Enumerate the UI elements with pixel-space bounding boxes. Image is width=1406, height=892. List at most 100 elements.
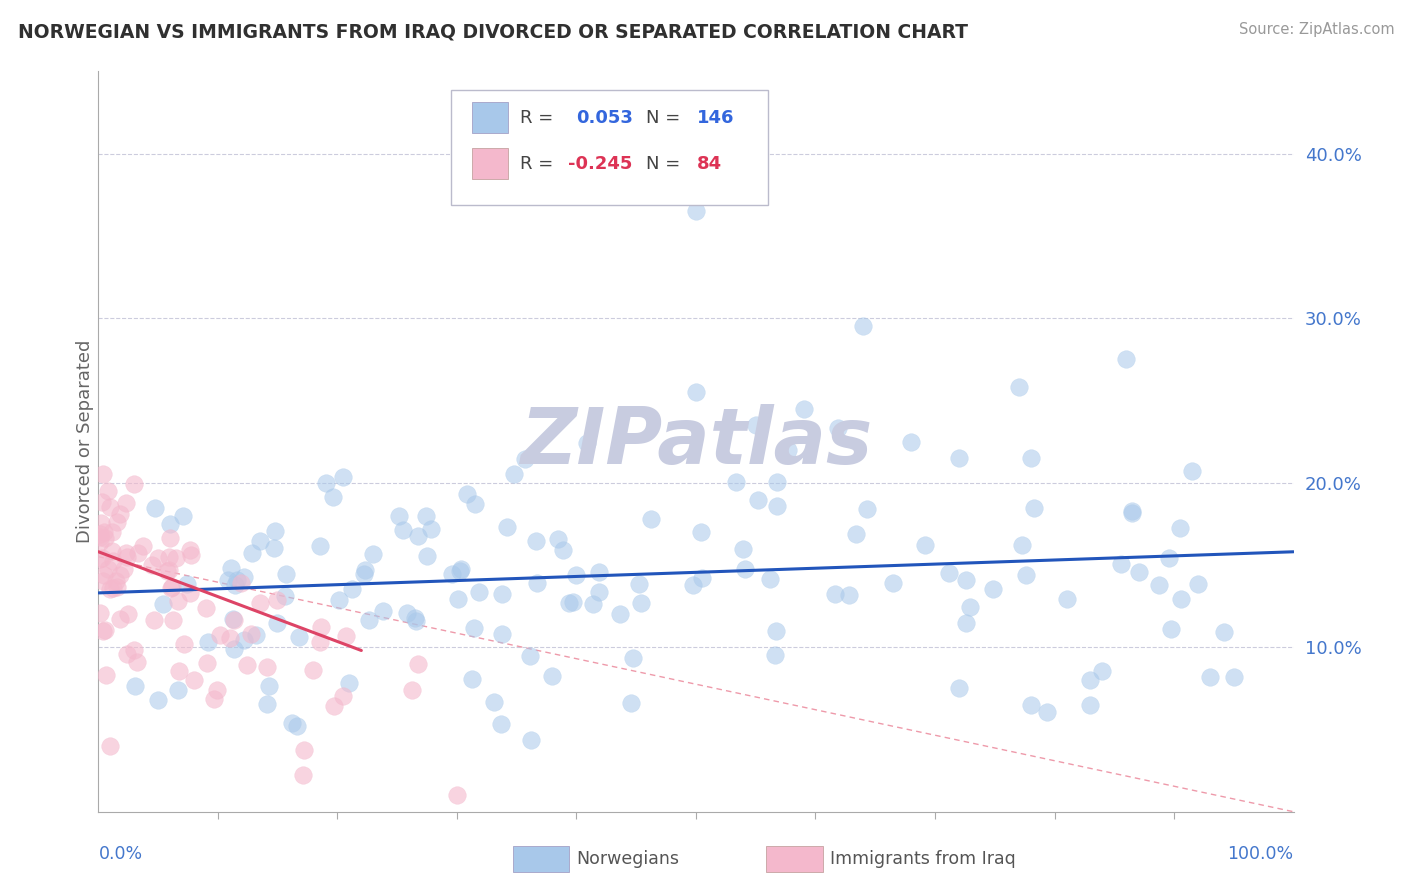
Point <box>447 592 470 607</box>
Point <box>551 543 574 558</box>
Text: R =: R = <box>520 109 560 127</box>
Point <box>495 520 517 534</box>
Text: R =: R = <box>520 155 560 173</box>
Point <box>689 525 711 540</box>
Point <box>1056 592 1078 607</box>
Point <box>166 683 188 698</box>
Point <box>276 567 298 582</box>
Point <box>406 657 429 671</box>
Point <box>450 564 472 578</box>
Point <box>588 584 610 599</box>
Point <box>232 632 254 647</box>
Point <box>89 535 111 549</box>
Point <box>256 660 278 674</box>
FancyBboxPatch shape <box>451 90 768 204</box>
Point <box>249 534 271 549</box>
FancyBboxPatch shape <box>472 147 509 178</box>
Point <box>292 743 315 757</box>
Point <box>285 719 308 733</box>
Point <box>955 616 977 631</box>
Point <box>266 615 288 630</box>
Point <box>441 566 464 581</box>
Point <box>108 568 131 582</box>
Point <box>159 517 181 532</box>
Point <box>463 497 485 511</box>
Point <box>194 601 217 615</box>
Point <box>1212 625 1234 640</box>
Point <box>463 621 485 635</box>
Point <box>143 613 166 627</box>
Point <box>110 612 132 626</box>
Point <box>124 679 146 693</box>
Point <box>759 573 782 587</box>
Point <box>353 566 375 581</box>
Point <box>682 578 704 592</box>
Point <box>685 385 707 400</box>
Point <box>127 546 149 560</box>
Point <box>576 435 599 450</box>
Point <box>1128 565 1150 579</box>
Point <box>105 581 128 595</box>
Point <box>91 467 114 481</box>
Point <box>195 656 218 670</box>
Point <box>122 643 145 657</box>
Point <box>202 692 225 706</box>
Point <box>1019 450 1042 465</box>
Point <box>155 564 177 578</box>
Point <box>115 496 138 510</box>
Point <box>172 508 194 523</box>
Text: 84: 84 <box>697 155 723 173</box>
Text: N =: N = <box>645 155 686 173</box>
Point <box>1008 380 1031 394</box>
Point <box>115 647 138 661</box>
Point <box>640 512 662 526</box>
Text: -0.245: -0.245 <box>568 155 633 173</box>
Point <box>245 628 267 642</box>
Point <box>179 543 201 558</box>
Point <box>1019 698 1042 712</box>
Point <box>157 563 180 577</box>
Point <box>1187 576 1209 591</box>
Point <box>725 475 748 489</box>
Point <box>207 682 229 697</box>
Point <box>1160 622 1182 636</box>
Point <box>627 576 650 591</box>
Point <box>101 581 124 595</box>
Text: Norwegians: Norwegians <box>576 850 679 868</box>
Point <box>127 656 149 670</box>
Point <box>609 607 631 621</box>
Point <box>264 524 287 539</box>
Point <box>547 533 569 547</box>
Point <box>165 550 187 565</box>
Point <box>332 689 354 703</box>
Point <box>263 541 285 555</box>
Point <box>564 568 586 582</box>
Point <box>526 576 548 591</box>
Text: N =: N = <box>645 109 686 127</box>
Point <box>141 558 163 573</box>
Point <box>232 570 254 584</box>
Point <box>315 476 337 491</box>
Point <box>955 573 977 587</box>
Point <box>824 587 846 601</box>
Point <box>388 509 411 524</box>
Point <box>491 587 513 601</box>
Point <box>93 568 115 582</box>
Point <box>1170 591 1192 606</box>
Point <box>159 531 181 545</box>
Point <box>322 491 344 505</box>
Point <box>361 547 384 561</box>
Point <box>763 648 786 663</box>
Point <box>93 524 115 539</box>
Point <box>332 470 354 484</box>
Point <box>793 401 815 416</box>
Point <box>173 637 195 651</box>
Point <box>148 693 170 707</box>
Text: 100.0%: 100.0% <box>1227 845 1294 863</box>
Point <box>93 624 115 638</box>
Point <box>541 669 564 683</box>
Point <box>97 562 120 576</box>
Point <box>222 642 245 657</box>
Point <box>176 576 198 591</box>
Point <box>340 582 363 596</box>
